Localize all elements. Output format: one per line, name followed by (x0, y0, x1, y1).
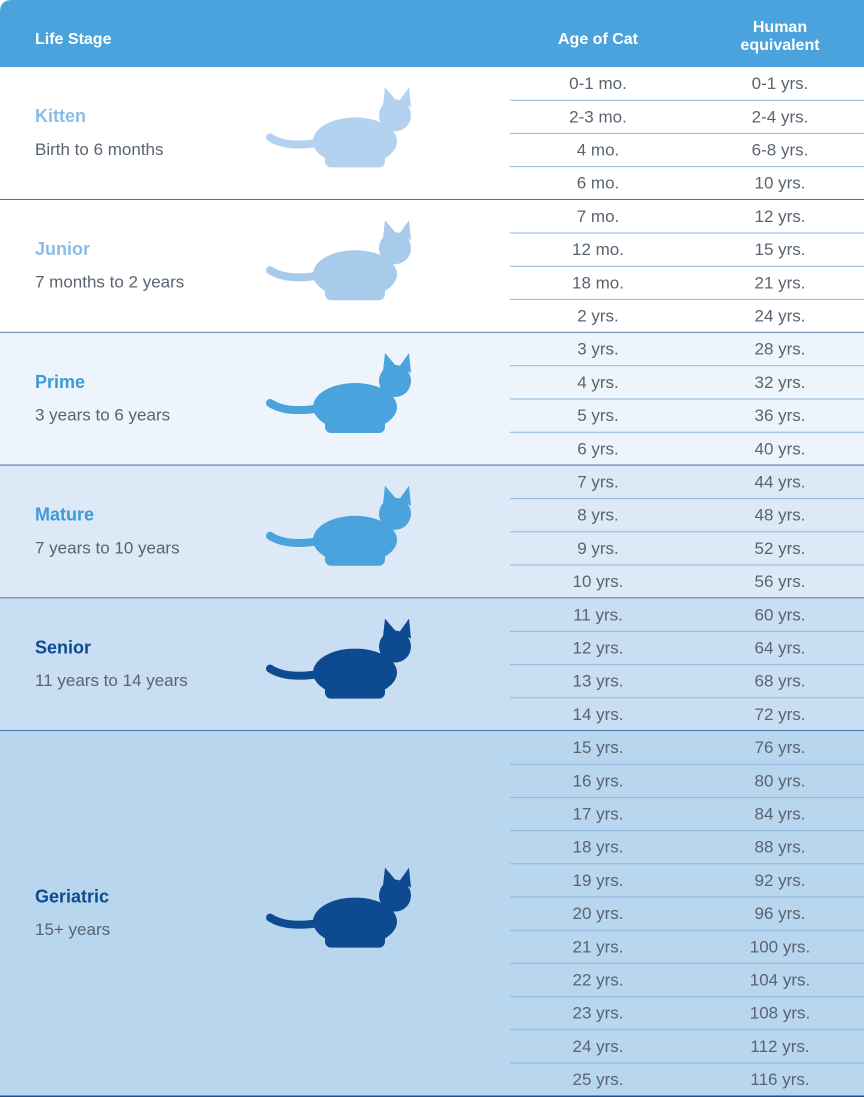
age-cell: 20 yrs. (572, 904, 623, 923)
human-cell: 36 yrs. (754, 406, 805, 425)
cat-legs (325, 286, 385, 300)
group-background (0, 731, 864, 1096)
header-human: equivalent (740, 37, 820, 54)
age-cell: 2-3 mo. (569, 107, 627, 126)
human-cell: 6-8 yrs. (752, 140, 809, 159)
age-cell: 3 yrs. (577, 340, 619, 359)
age-cell: 13 yrs. (572, 672, 623, 691)
age-cell: 9 yrs. (577, 539, 619, 558)
stage-name: Kitten (35, 106, 86, 126)
age-cell: 15 yrs. (572, 738, 623, 757)
human-cell: 44 yrs. (754, 472, 805, 491)
human-cell: 80 yrs. (754, 771, 805, 790)
stage-name: Mature (35, 505, 94, 525)
cat-legs (325, 552, 385, 566)
human-cell: 10 yrs. (754, 174, 805, 193)
stage-range: Birth to 6 months (35, 140, 164, 159)
age-cell: 6 yrs. (577, 439, 619, 458)
human-cell: 104 yrs. (750, 970, 810, 989)
age-cell: 2 yrs. (577, 306, 619, 325)
human-cell: 88 yrs. (754, 838, 805, 857)
age-cell: 7 mo. (577, 207, 620, 226)
cat-legs (325, 419, 385, 433)
human-cell: 24 yrs. (754, 306, 805, 325)
age-cell: 16 yrs. (572, 771, 623, 790)
human-cell: 21 yrs. (754, 273, 805, 292)
cat-legs (325, 153, 385, 167)
stage-range: 11 years to 14 years (35, 671, 188, 690)
header-life-stage: Life Stage (35, 31, 112, 48)
human-cell: 108 yrs. (750, 1004, 810, 1023)
age-cell: 23 yrs. (572, 1004, 623, 1023)
human-cell: 72 yrs. (754, 705, 805, 724)
human-cell: 56 yrs. (754, 572, 805, 591)
human-cell: 15 yrs. (754, 240, 805, 259)
age-cell: 5 yrs. (577, 406, 619, 425)
human-cell: 2-4 yrs. (752, 107, 809, 126)
age-cell: 4 mo. (577, 140, 620, 159)
human-cell: 40 yrs. (754, 439, 805, 458)
header-bar (0, 0, 864, 67)
age-cell: 6 mo. (577, 174, 620, 193)
age-cell: 8 yrs. (577, 506, 619, 525)
human-cell: 48 yrs. (754, 506, 805, 525)
stage-name: Senior (35, 637, 91, 657)
age-cell: 12 mo. (572, 240, 624, 259)
stage-name: Junior (35, 239, 90, 259)
human-cell: 28 yrs. (754, 340, 805, 359)
stage-range: 7 years to 10 years (35, 538, 180, 557)
age-cell: 21 yrs. (572, 937, 623, 956)
human-cell: 84 yrs. (754, 804, 805, 823)
age-cell: 4 yrs. (577, 373, 619, 392)
age-cell: 12 yrs. (572, 638, 623, 657)
table-body: 0-1 mo. 0-1 yrs. 2-3 mo. 2-4 yrs. 4 mo. 6-8 y… (0, 67, 864, 1096)
human-cell: 12 yrs. (754, 207, 805, 226)
age-cell: 18 mo. (572, 273, 624, 292)
human-cell: 112 yrs. (750, 1037, 809, 1056)
cat-age-table: Life Stage Age of Cat Human equivalent 0… (0, 0, 864, 1097)
age-cell: 19 yrs. (572, 871, 623, 890)
human-cell: 52 yrs. (754, 539, 805, 558)
human-cell: 64 yrs. (754, 638, 805, 657)
header-human: Human (753, 19, 807, 36)
age-cell: 11 yrs. (573, 605, 623, 624)
human-cell: 92 yrs. (754, 871, 805, 890)
stage-name: Geriatric (35, 886, 109, 906)
age-cell: 7 yrs. (577, 472, 619, 491)
age-cell: 14 yrs. (572, 705, 623, 724)
human-cell: 60 yrs. (754, 605, 805, 624)
stage-name: Prime (35, 372, 85, 392)
human-cell: 68 yrs. (754, 672, 805, 691)
human-cell: 96 yrs. (754, 904, 805, 923)
age-cell: 24 yrs. (572, 1037, 623, 1056)
stage-range: 3 years to 6 years (35, 405, 170, 424)
age-cell: 25 yrs. (572, 1070, 623, 1089)
age-cell: 10 yrs. (572, 572, 623, 591)
cat-legs (325, 685, 385, 699)
human-cell: 32 yrs. (754, 373, 805, 392)
age-cell: 22 yrs. (572, 970, 623, 989)
age-cell: 17 yrs. (572, 804, 623, 823)
age-cell: 18 yrs. (572, 838, 623, 857)
human-cell: 76 yrs. (754, 738, 805, 757)
stage-range: 15+ years (35, 920, 110, 939)
stage-range: 7 months to 2 years (35, 273, 184, 292)
human-cell: 100 yrs. (750, 937, 810, 956)
header-age: Age of Cat (558, 31, 639, 48)
human-cell: 116 yrs. (750, 1070, 809, 1089)
human-cell: 0-1 yrs. (752, 74, 809, 93)
age-cell: 0-1 mo. (569, 74, 627, 93)
cat-legs (325, 934, 385, 948)
